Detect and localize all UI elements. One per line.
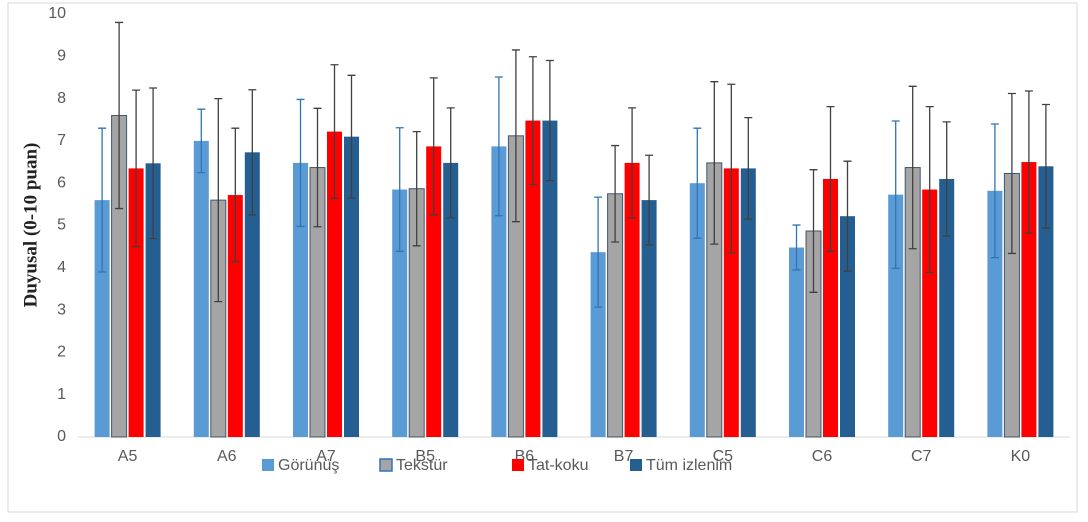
error-bar — [98, 127, 107, 273]
error-bar — [429, 77, 438, 216]
bar — [542, 120, 558, 437]
error-bar — [511, 49, 520, 223]
error-bar — [990, 123, 999, 259]
bar — [227, 195, 243, 437]
y-axis-label: Duyusal (0-10 puan) — [20, 143, 41, 308]
bar — [740, 168, 756, 437]
error-bar — [412, 130, 421, 247]
error-bar — [494, 76, 503, 217]
error-bar — [149, 87, 158, 240]
x-tick-label: C6 — [812, 448, 833, 465]
error-bar — [395, 127, 404, 252]
y-tick-label: 9 — [57, 48, 66, 65]
bar — [525, 120, 541, 437]
x-tick-label: B7 — [614, 448, 634, 465]
bar — [344, 136, 359, 438]
x-tick-label: K0 — [1011, 448, 1031, 465]
x-tick-label: C5 — [713, 448, 734, 465]
bar — [426, 146, 442, 438]
error-bar — [231, 127, 240, 263]
bar — [888, 194, 904, 437]
bar — [244, 152, 260, 438]
x-tick-label: B5 — [415, 448, 435, 465]
bar — [193, 140, 209, 437]
error-bar — [1007, 92, 1016, 255]
legend-label: Tüm izlenim — [646, 457, 732, 474]
y-tick-label: 5 — [57, 217, 66, 234]
error-bar — [446, 107, 455, 219]
legend-swatch — [512, 459, 524, 471]
bar — [1021, 162, 1037, 438]
legend-swatch — [262, 459, 274, 471]
y-tick-label: 6 — [57, 174, 66, 191]
error-bar — [809, 169, 818, 293]
bar — [624, 162, 640, 437]
bar — [327, 131, 342, 437]
error-bar — [1041, 103, 1050, 229]
error-bar — [925, 105, 934, 274]
bar — [641, 200, 657, 437]
x-tick-label: A6 — [217, 448, 237, 465]
bar — [987, 190, 1003, 437]
bar — [128, 168, 144, 437]
error-bar — [248, 89, 257, 216]
y-tick-label: 1 — [57, 386, 66, 403]
y-tick-label: 7 — [57, 132, 66, 149]
bar — [789, 247, 804, 437]
y-tick-label: 2 — [57, 344, 66, 361]
error-bar — [313, 107, 322, 228]
bar — [145, 163, 161, 437]
bar — [823, 178, 838, 437]
y-tick-label: 0 — [57, 428, 66, 445]
legend-label: Tekstür — [396, 457, 448, 474]
y-tick-label: 8 — [57, 90, 66, 107]
error-bar — [545, 59, 554, 182]
bar — [94, 200, 110, 437]
bar — [491, 146, 507, 438]
x-tick-label: C7 — [911, 448, 932, 465]
error-bar — [645, 154, 654, 246]
legend-swatch — [379, 458, 393, 472]
error-bar — [115, 21, 124, 210]
error-bar — [296, 98, 305, 227]
error-bar — [611, 144, 620, 243]
error-bar — [908, 85, 917, 250]
y-tick-label: 4 — [57, 259, 66, 276]
error-bar — [826, 105, 835, 252]
bar — [689, 183, 705, 437]
bar — [723, 168, 739, 437]
bar — [590, 252, 606, 437]
error-bar — [628, 107, 637, 219]
legend-swatch — [630, 459, 642, 471]
bar — [293, 162, 308, 437]
y-tick-label: 10 — [48, 5, 66, 22]
error-bar — [197, 108, 206, 174]
x-tick-label: A7 — [316, 448, 336, 465]
error-bar — [710, 81, 719, 245]
error-bar — [693, 127, 702, 239]
error-bar — [942, 121, 951, 237]
bar — [1038, 166, 1054, 437]
x-tick-label: A5 — [118, 448, 138, 465]
error-bar — [744, 116, 753, 220]
error-bar — [528, 56, 537, 186]
legend-label: Tat-koku — [528, 457, 588, 474]
bar — [939, 178, 955, 437]
error-bar — [594, 196, 603, 308]
error-bar — [214, 97, 223, 303]
legend-label: Görünüş — [278, 457, 339, 474]
error-bar — [132, 89, 141, 248]
error-bar — [330, 64, 339, 200]
error-bar — [727, 83, 736, 254]
error-bar — [792, 224, 801, 271]
y-tick-label: 3 — [57, 301, 66, 318]
error-bar — [1024, 90, 1033, 234]
error-bar — [891, 120, 900, 269]
error-bar — [843, 160, 852, 272]
bar — [443, 162, 459, 437]
bar — [922, 189, 938, 437]
error-bar — [347, 74, 356, 199]
